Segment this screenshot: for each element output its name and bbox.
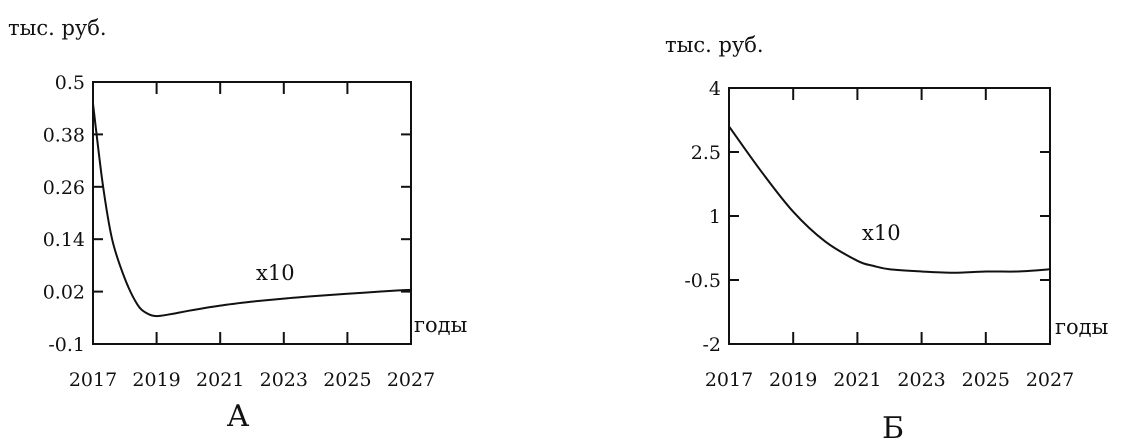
a-x-tick-label: 2025 — [323, 369, 371, 391]
chart-a-x-ticks — [92, 82, 412, 344]
a-x-tick-label: 2019 — [132, 369, 180, 391]
chart-a-x-tick-labels: 2017 2019 2021 2023 2025 2027 — [69, 369, 435, 391]
a-y-tick-label: 0.02 — [43, 282, 85, 304]
chart-b-series-label-text: x10 — [862, 221, 901, 245]
a-x-tick-label: 2027 — [387, 369, 435, 391]
chart-b-y-ticks — [729, 87, 1050, 345]
chart-a-series-label-text: x10 — [256, 261, 295, 285]
chart-b-x-tick-labels: 2017 2019 2021 2023 2025 2027 — [705, 369, 1074, 391]
chart-a-panel-label: А — [227, 399, 250, 434]
b-x-tick-label: 2017 — [705, 369, 753, 391]
a-y-tick-label: -0.1 — [48, 334, 85, 356]
chart-b-panel-label: Б — [882, 411, 904, 446]
a-y-tick-label: 0.5 — [55, 72, 85, 94]
chart-a-x-axis-label: годы — [414, 313, 467, 337]
chart-a-series-label: x10 — [256, 261, 295, 285]
a-y-tick-label: 0.26 — [43, 177, 85, 199]
b-x-tick-label: 2019 — [769, 369, 817, 391]
b-y-tick-label: 1 — [709, 206, 721, 228]
chart-b-series-line — [728, 125, 1051, 274]
chart-a-y-tick-labels: 0.5 0.38 0.26 0.14 0.02 -0.1 — [43, 72, 85, 356]
chart-b-series-label: x10 — [862, 221, 901, 245]
a-y-tick-label: 0.14 — [43, 229, 85, 251]
chart-b: тыс. руб. 42.51-0.5-2 2017 2019 2021 2023 20… — [665, 33, 1108, 446]
a-x-tick-label: 2023 — [260, 369, 308, 391]
chart-b-unit-label: тыс. руб. — [665, 33, 764, 57]
b-x-tick-label: 2025 — [962, 369, 1010, 391]
b-x-tick-label: 2023 — [897, 369, 945, 391]
chart-a: тыс. руб. 0.50.380.260.140.02-0.1 2017 20… — [8, 16, 467, 434]
a-x-tick-label: 2021 — [196, 369, 244, 391]
b-y-tick-label: -2 — [702, 334, 721, 356]
chart-b-y-tick-labels: 4 2.5 1 -0.5 -2 — [684, 78, 721, 356]
chart-a-series-line — [92, 103, 412, 318]
b-y-tick-label: -0.5 — [684, 270, 721, 292]
b-y-tick-label: 2.5 — [691, 142, 721, 164]
chart-b-x-axis-label: годы — [1055, 315, 1108, 339]
chart-b-x-ticks — [728, 88, 1051, 344]
a-x-tick-label: 2017 — [69, 369, 117, 391]
chart-a-y-ticks — [93, 81, 411, 345]
b-x-tick-label: 2021 — [833, 369, 881, 391]
chart-a-plot-frame — [92, 81, 412, 345]
a-y-tick-label: 0.38 — [43, 124, 85, 146]
chart-b-plot-frame — [728, 87, 1051, 345]
b-y-tick-label: 4 — [709, 78, 721, 100]
b-x-tick-label: 2027 — [1026, 369, 1074, 391]
chart-a-unit-label: тыс. руб. — [8, 16, 107, 40]
